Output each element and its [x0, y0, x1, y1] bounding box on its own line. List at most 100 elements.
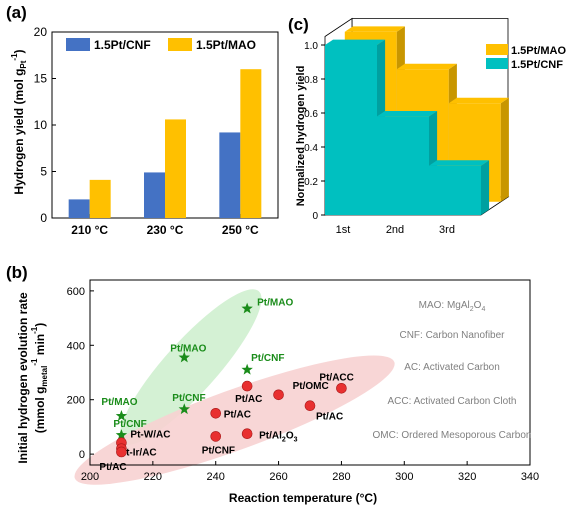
label-text: Pt/AC	[316, 412, 343, 423]
green-star-point	[178, 351, 190, 363]
bar-front-1.5Pt/CNF-1st	[325, 45, 377, 215]
legend-swatch-1.5Pt/CNF	[486, 58, 508, 69]
green-point-label: Pt/CNF	[251, 353, 284, 364]
x-tick-label: 210 °C	[71, 223, 108, 237]
green-point-label: Pt/MAO	[101, 397, 137, 408]
label-text: Pt/Al	[259, 431, 282, 442]
annotation-part: O	[474, 300, 482, 311]
annotation-text: CNF: Carbon Nanofiber	[399, 330, 505, 341]
green-star-point	[241, 302, 253, 314]
panel-b-y-axis-label-title: Initial hydrogen evolution rate	[16, 292, 30, 464]
red-circle-point	[241, 428, 253, 440]
green-point-label: Pt/MAO	[257, 298, 293, 309]
y-tick-label: 0.8	[304, 75, 318, 86]
green-region-ellipse	[119, 289, 262, 445]
label-sub: 2	[282, 437, 286, 444]
annotation-part: ACC: Activated Carbon Cloth	[388, 396, 517, 407]
panel-b-axes: 200 220 240 260 280 300 320 340 0 200 400 600	[67, 279, 539, 483]
green-point-label: Pt/CNF	[113, 419, 146, 430]
x-tick-label: 220	[144, 471, 162, 483]
panel-b-x-axis-label: Reaction temperature (°C)	[229, 491, 377, 505]
red-point-label: Pt/AC	[99, 462, 126, 473]
panel-b-points: Pt/MAO Pt/MAO Pt/CNF Pt/MAO Pt/CNF Pt/CNF Pt/A…	[99, 298, 353, 473]
y-tick-label: 20	[34, 25, 48, 39]
red-point-label: Pt/OMC	[293, 381, 329, 392]
x-tick-label: 230 °C	[147, 223, 184, 237]
y-tick-label: 1.0	[304, 41, 318, 52]
y-tick-label: 600	[67, 286, 85, 298]
bar-side-1.5Pt/MAO-3rd	[500, 97, 509, 202]
bar-top-1.5Pt/CNF-2nd	[377, 111, 438, 117]
red-circle-point	[210, 431, 222, 442]
red-region-ellipse	[74, 355, 395, 485]
y-tick-label: 200	[67, 395, 85, 407]
x-tick-label: 320	[458, 471, 476, 483]
green-point-label: Pt/CNF	[172, 393, 205, 404]
annotation-sub: 2	[470, 306, 474, 313]
y-tick-label: 0	[79, 449, 85, 461]
green-point-label: Pt/MAO	[170, 344, 206, 355]
annotation-part: MAO: MgAl	[419, 300, 470, 311]
red-circle-point	[304, 400, 316, 411]
y-tick-label: 0.4	[304, 143, 318, 154]
panel-b-scatter-chart: (b) 200 220 240 260 280 300 320 340 0 200 400 600 P…	[6, 263, 539, 505]
green-star-point	[178, 403, 190, 415]
bar-1.5Pt/CNF-230 °C	[144, 172, 165, 218]
bar-1.5Pt/MAO-210 °C	[89, 179, 111, 218]
x-tick-label: 240	[207, 471, 225, 483]
legend-swatch-1.5Pt/CNF	[66, 38, 90, 51]
panel-a-label: (a)	[6, 3, 27, 22]
y-tick-label: 400	[67, 340, 85, 352]
annotation-part: OMC: Ordered Mesoporous Carbon	[373, 430, 532, 441]
y-tick-label: 5	[40, 165, 47, 179]
red-point-label: Pt/AC	[224, 409, 251, 420]
red-point-label: Pt/ACC	[319, 372, 353, 383]
red-circle-point	[336, 382, 347, 394]
annotation-part: AC: Activated Carbon	[404, 362, 500, 373]
panel-c-3d-bars	[325, 26, 509, 215]
x-tick-label: 260	[269, 471, 287, 483]
x-tick-label: 300	[395, 471, 413, 483]
y-tick-label: 0	[40, 211, 47, 225]
annotation-text: AC: Activated Carbon	[404, 362, 500, 373]
annotation-part: CNF: Carbon Nanofiber	[399, 330, 505, 341]
x-tick-label: 1st	[336, 224, 351, 236]
legend-swatch-1.5Pt/MAO	[168, 38, 192, 51]
red-circle-point	[116, 446, 127, 458]
panel-c-legend: 1.5Pt/MAO 1.5Pt/CNF	[486, 44, 566, 71]
panel-a-bars	[68, 69, 262, 218]
x-tick-label: 3rd	[439, 224, 455, 236]
label-text: Pt/CNF	[202, 445, 235, 456]
panel-c-label: (c)	[288, 15, 309, 34]
red-point-label: Pt/AC	[235, 394, 262, 405]
bar-top-1.5Pt/MAO-2nd	[396, 63, 457, 70]
y-tick-label: 0.6	[304, 109, 318, 120]
plot-frame	[89, 279, 531, 466]
bar-top-1.5Pt/MAO-3rd	[448, 97, 509, 104]
legend-label-1.5Pt/CNF: 1.5Pt/CNF	[94, 38, 151, 52]
legend-label-1.5Pt/MAO: 1.5Pt/MAO	[511, 45, 566, 57]
x-tick-label: 200	[81, 471, 99, 483]
x-tick-label: 250 °C	[222, 223, 259, 237]
y-tick-label: 0	[312, 211, 318, 222]
legend-label-1.5Pt/MAO: 1.5Pt/MAO	[196, 38, 256, 52]
bar-top-1.5Pt/CNF-3rd	[429, 160, 490, 166]
label-text: Pt-Ir/AC	[119, 448, 156, 459]
label-text: O	[286, 431, 294, 442]
red-circle-point	[273, 389, 284, 401]
bar-top-1.5Pt/MAO-1st	[344, 26, 405, 32]
annotation-sub: 4	[481, 306, 485, 313]
legend-label-1.5Pt/CNF: 1.5Pt/CNF	[511, 59, 563, 71]
red-point-label: Pt/AC	[316, 412, 343, 423]
label-text: Pt/AC	[235, 394, 262, 405]
bar-side-1.5Pt/CNF-3rd	[481, 160, 490, 215]
annotation-text: OMC: Ordered Mesoporous Carbon	[373, 430, 532, 441]
panel-c-axes: 0 0.2 0.4 0.6 0.8 1.0 1st 2nd 3rd	[304, 41, 455, 236]
panel-a-y-axis-label: Hydrogen yield (mol gPt-1)	[10, 49, 28, 194]
x-tick-label: 2nd	[386, 224, 404, 236]
red-circle-point	[241, 380, 253, 392]
green-star-point	[241, 363, 253, 375]
panel-c-y-axis-label: Normalized hydrogen yield	[295, 66, 307, 207]
red-circle-point	[210, 408, 222, 419]
